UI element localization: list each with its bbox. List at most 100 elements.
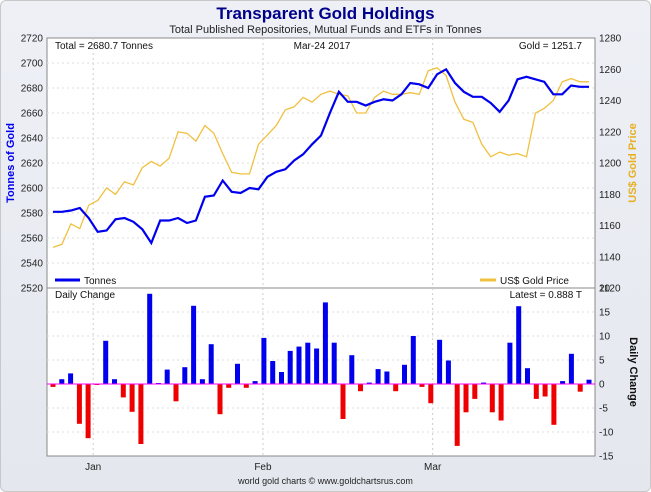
bar-26 [279, 372, 284, 384]
bar-46 [454, 384, 460, 446]
left-tick-6: 2640 [21, 134, 44, 145]
daily-change-label: Daily Change [55, 290, 115, 301]
bar-43 [428, 384, 434, 404]
right-tick-0: 1120 [599, 284, 621, 295]
latest-label: Latest = 0.888 T [510, 290, 582, 301]
bar-22 [243, 384, 249, 388]
left-tick-2: 2560 [21, 234, 44, 245]
bar-9 [129, 384, 135, 412]
bar-8 [120, 384, 126, 398]
right-tick-6: 1240 [599, 96, 622, 107]
bar-56 [542, 384, 548, 397]
bar-41 [410, 336, 416, 384]
bar-7 [112, 379, 117, 384]
bar-36 [366, 382, 372, 384]
bar-10 [138, 384, 144, 444]
left-tick-7: 2660 [21, 109, 44, 120]
chart-footer: world gold charts © www.goldchartsrus.co… [238, 476, 413, 486]
bar-57 [551, 384, 557, 425]
bar-29 [305, 342, 311, 384]
bar-45 [445, 360, 451, 384]
bottom-tick-1: -10 [599, 428, 614, 439]
bar-1 [59, 379, 65, 384]
bar-25 [270, 361, 276, 384]
top-lines [52, 66, 589, 249]
chart-title: Transparent Gold Holdings [216, 4, 435, 23]
right-tick-7: 1260 [599, 65, 622, 76]
bar-3 [76, 384, 82, 424]
gold-price-line [52, 66, 589, 249]
bar-34 [349, 355, 355, 384]
date-label: Mar-24 2017 [294, 41, 351, 52]
left-axis-title: Tonnes of Gold [5, 123, 17, 203]
bar-59 [568, 353, 574, 384]
bar-48 [472, 384, 478, 399]
bar-31 [322, 302, 328, 384]
bottom-right-ticks: -15 -10 -5 0 5 10 15 20 [599, 284, 614, 463]
left-tick-5: 2620 [21, 159, 44, 170]
bar-33 [340, 384, 346, 419]
bar-23 [252, 381, 258, 384]
chart-subtitle: Total Published Repositories, Mutual Fun… [169, 24, 482, 36]
bar-38 [384, 371, 390, 384]
bar-54 [525, 368, 530, 384]
left-tick-1: 2540 [21, 259, 44, 270]
bar-52 [507, 342, 513, 384]
bottom-tick-2: -5 [599, 404, 608, 415]
bar-2 [68, 373, 74, 384]
top-left-ticks: 2520 2540 2560 2580 2600 2620 2640 2660 2680 2700… [21, 34, 44, 295]
bottom-tick-4: 5 [599, 356, 605, 367]
right-tick-1: 1140 [599, 252, 621, 263]
bottom-tick-5: 10 [599, 332, 611, 343]
right-tick-2: 1160 [599, 221, 621, 232]
left-tick-9: 2700 [21, 59, 44, 70]
bar-6 [103, 340, 109, 384]
total-label: Total = 2680.7 Tonnes [55, 41, 153, 52]
bar-17 [199, 379, 205, 384]
gold-price-label: Gold = 1251.7 [519, 41, 583, 52]
legend-tonnes-label: Tonnes [84, 276, 116, 287]
bar-16 [191, 305, 197, 384]
bar-15 [182, 367, 188, 384]
right-tick-4: 1200 [599, 159, 622, 170]
x-axis-ticks: Jan Feb Mar [85, 462, 442, 473]
bottom-tick-0: -15 [599, 452, 614, 463]
bar-35 [358, 384, 363, 392]
bar-50 [489, 384, 495, 413]
tonnes-line [53, 67, 589, 246]
x-tick-feb: Feb [254, 462, 272, 473]
bar-18 [208, 344, 214, 384]
bottom-panel: -15 -10 -5 0 5 10 15 20 Daily Change Latest = 0… [46, 284, 639, 473]
bottom-tick-3: 0 [599, 380, 605, 391]
bar-60 [577, 384, 583, 392]
bar-32 [331, 342, 337, 384]
top-panel: 2520 2540 2560 2580 2600 2620 2640 2660 2680 2700… [5, 34, 639, 295]
left-tick-10: 2720 [21, 34, 44, 45]
bar-61 [586, 379, 592, 384]
bar-39 [393, 384, 399, 392]
bar-37 [375, 369, 381, 384]
left-tick-0: 2520 [21, 284, 44, 295]
bar-44 [437, 339, 443, 384]
bar-49 [481, 382, 487, 384]
bar-21 [235, 363, 240, 384]
bar-58 [560, 381, 566, 384]
bar-0 [50, 384, 56, 387]
bar-51 [498, 384, 504, 421]
legend-gold-label: US$ Gold Price [500, 276, 569, 287]
bar-13 [164, 369, 170, 384]
bar-40 [402, 364, 407, 384]
bottom-plot-area [46, 287, 596, 457]
x-tick-jan: Jan [85, 462, 101, 473]
bar-11 [147, 293, 153, 384]
bar-24 [261, 337, 267, 384]
right-tick-3: 1180 [599, 190, 621, 201]
bar-4 [85, 384, 91, 439]
left-tick-4: 2600 [21, 184, 44, 195]
bottom-axis-title: Daily Change [627, 337, 639, 407]
right-axis-title: US$ Gold Price [627, 123, 639, 202]
bar-42 [419, 384, 425, 387]
right-tick-5: 1220 [599, 127, 622, 138]
x-tick-mar: Mar [424, 462, 442, 473]
left-tick-8: 2680 [21, 84, 44, 95]
